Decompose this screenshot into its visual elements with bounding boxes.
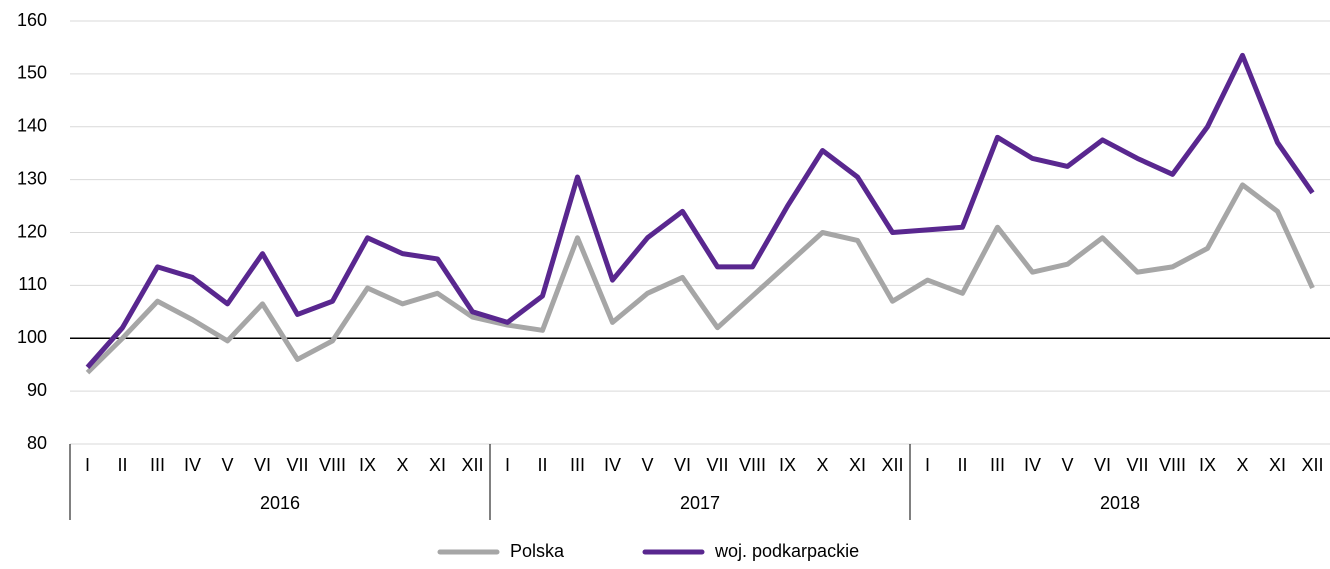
x-tick-label: V bbox=[221, 455, 233, 475]
series-line bbox=[85, 182, 1315, 375]
x-tick-label: V bbox=[1061, 455, 1073, 475]
y-tick-label: 100 bbox=[17, 327, 47, 347]
x-group-label: 2017 bbox=[680, 493, 720, 513]
x-group-label: 2016 bbox=[260, 493, 300, 513]
x-tick-label: IV bbox=[604, 455, 621, 475]
y-tick-label: 90 bbox=[27, 380, 47, 400]
x-tick-label: I bbox=[85, 455, 90, 475]
x-tick-label: VII bbox=[706, 455, 728, 475]
x-tick-label: X bbox=[1236, 455, 1248, 475]
x-tick-label: II bbox=[537, 455, 547, 475]
x-tick-label: XI bbox=[1269, 455, 1286, 475]
y-tick-label: 130 bbox=[17, 168, 47, 188]
x-tick-label: VII bbox=[286, 455, 308, 475]
x-tick-label: XII bbox=[461, 455, 483, 475]
legend-label: Polska bbox=[510, 541, 565, 561]
x-tick-label: XI bbox=[849, 455, 866, 475]
x-tick-label: III bbox=[570, 455, 585, 475]
x-tick-label: VIII bbox=[739, 455, 766, 475]
x-tick-label: IX bbox=[359, 455, 376, 475]
y-tick-label: 120 bbox=[17, 221, 47, 241]
x-tick-label: XII bbox=[1301, 455, 1323, 475]
series-line bbox=[85, 52, 1315, 369]
x-tick-label: IV bbox=[1024, 455, 1041, 475]
x-tick-label: VIII bbox=[319, 455, 346, 475]
x-tick-label: VIII bbox=[1159, 455, 1186, 475]
x-tick-label: XI bbox=[429, 455, 446, 475]
x-tick-label: IX bbox=[779, 455, 796, 475]
x-tick-label: VI bbox=[674, 455, 691, 475]
x-tick-label: VI bbox=[254, 455, 271, 475]
y-tick-label: 80 bbox=[27, 433, 47, 453]
y-tick-label: 160 bbox=[17, 10, 47, 30]
x-tick-label: X bbox=[396, 455, 408, 475]
x-tick-label: II bbox=[117, 455, 127, 475]
x-group-label: 2018 bbox=[1100, 493, 1140, 513]
x-tick-label: VII bbox=[1126, 455, 1148, 475]
x-tick-label: X bbox=[816, 455, 828, 475]
y-tick-label: 150 bbox=[17, 63, 47, 83]
x-tick-label: VI bbox=[1094, 455, 1111, 475]
y-tick-label: 110 bbox=[18, 274, 47, 294]
x-tick-label: III bbox=[150, 455, 165, 475]
x-tick-label: IX bbox=[1199, 455, 1216, 475]
x-tick-label: XII bbox=[881, 455, 903, 475]
x-tick-label: I bbox=[505, 455, 510, 475]
x-tick-label: II bbox=[957, 455, 967, 475]
x-tick-label: III bbox=[990, 455, 1005, 475]
x-tick-label: IV bbox=[184, 455, 201, 475]
x-tick-label: I bbox=[925, 455, 930, 475]
y-tick-label: 140 bbox=[17, 116, 47, 136]
x-tick-label: V bbox=[641, 455, 653, 475]
legend-label: woj. podkarpackie bbox=[714, 541, 859, 561]
